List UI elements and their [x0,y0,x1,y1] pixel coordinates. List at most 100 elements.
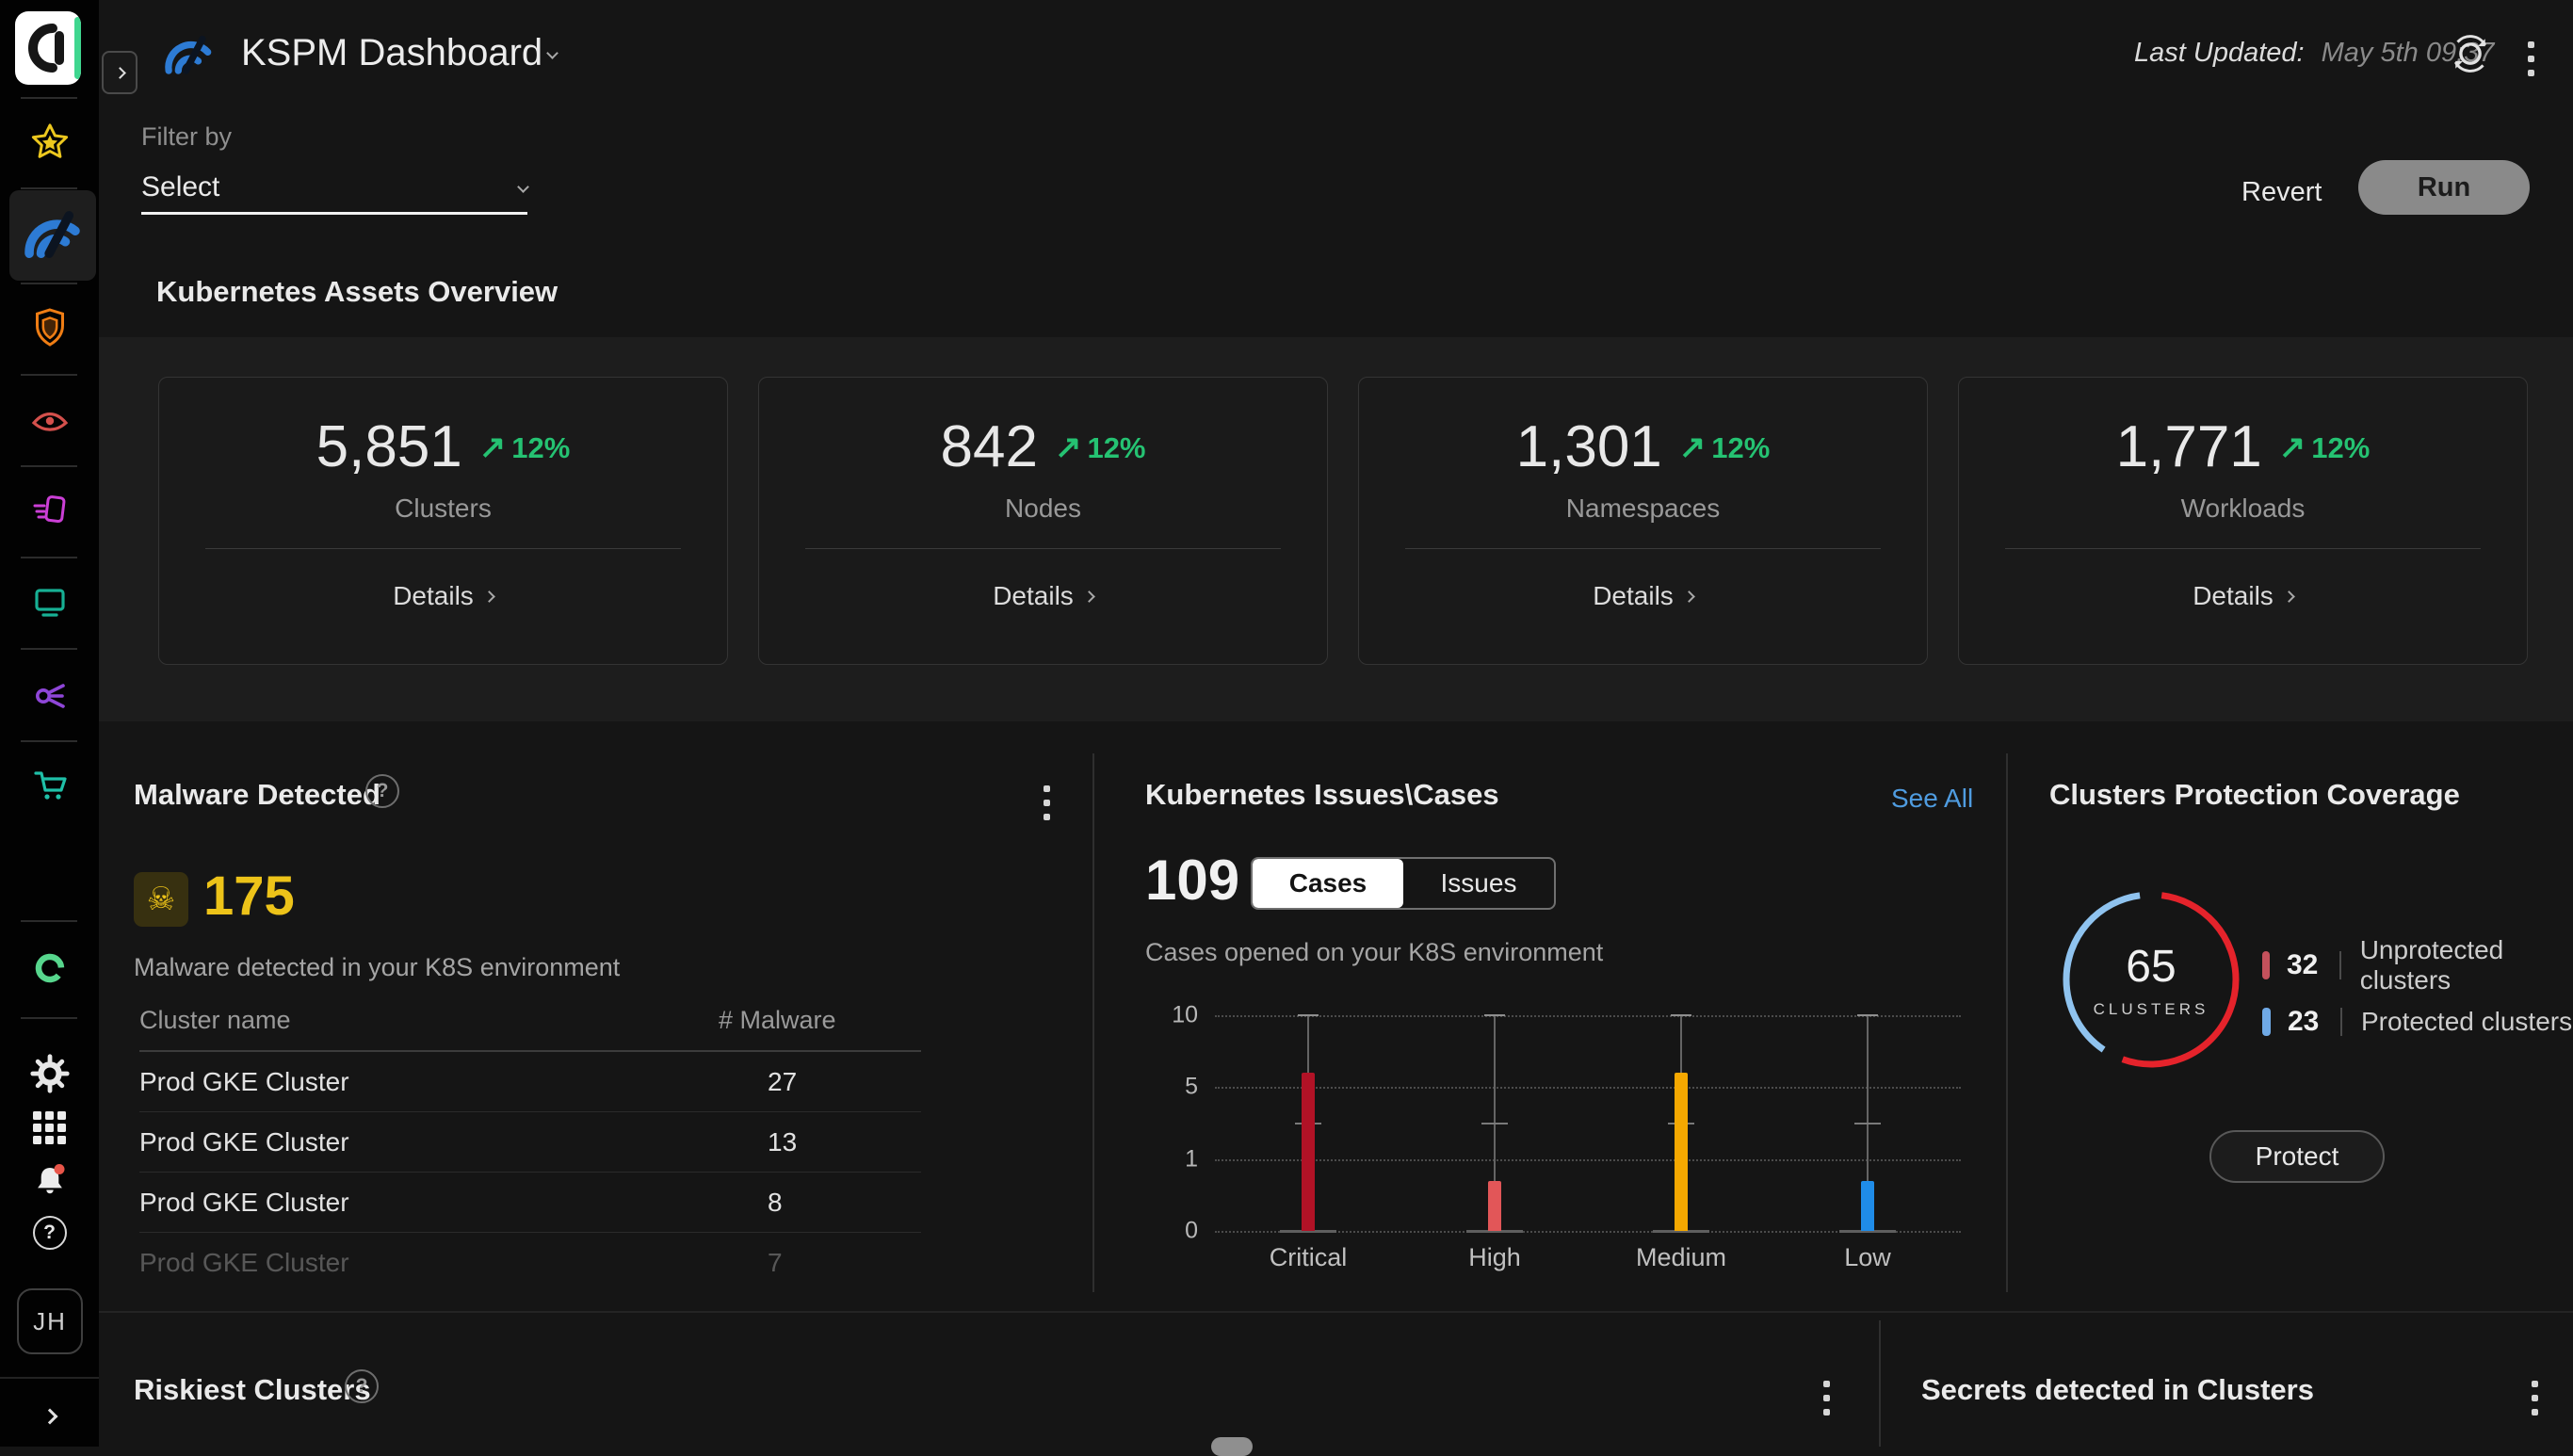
shield-icon [35,308,64,347]
filter-select[interactable]: Select [141,162,529,215]
asset-card-numrow: 5,851 ↗ 12% [316,413,571,480]
tab-issues[interactable]: Issues [1440,868,1517,898]
malware-count-cell: 8 [768,1187,783,1217]
logo-accent-bar [74,17,81,79]
x-tick-label: Medium [1635,1243,1727,1271]
cluster-name-cell: Prod GKE Cluster [139,1248,349,1277]
legend-marker [2262,1008,2271,1036]
revert-button[interactable]: Revert [2241,177,2322,207]
cart-icon [33,771,67,800]
whisker-cap [1671,1014,1691,1016]
baseline-tick [1653,1230,1709,1233]
protect-button[interactable]: Protect [2209,1130,2385,1183]
severity-bar[interactable] [1302,1073,1315,1231]
secrets-panel-title: Secrets detected in Clusters [1921,1373,2314,1406]
sidebar-collapse-toggle[interactable] [0,1386,99,1447]
asset-card: 1,301 ↗ 12% Namespaces Details [1358,377,1928,665]
orca-ring-icon [35,953,64,983]
malware-description: Malware detected in your K8S environment [134,953,621,981]
sidebar-item-shield[interactable] [0,298,99,358]
malware-count-cell: 13 [768,1126,798,1157]
chevron-down-icon [517,181,529,193]
table-row[interactable]: Prod GKE Cluster 27 [139,1052,921,1112]
issues-count: 109 [1145,849,1240,912]
orca-logo[interactable] [15,11,81,85]
column-malware-count: # Malware [719,1006,836,1034]
cluster-name-cell: Prod GKE Cluster [139,1066,349,1096]
table-row[interactable]: Prod GKE Cluster 13 [139,1112,921,1173]
severity-bar[interactable] [1488,1180,1501,1231]
malware-rows: Prod GKE Cluster 27 Prod GKE Cluster 13 Prod… [139,1052,921,1293]
header-menu-kebab[interactable] [2522,36,2540,82]
y-tick-label: 10 [1172,1001,1198,1028]
malware-menu-kebab[interactable] [1038,780,1056,826]
sidebar: ? JH [0,0,99,1447]
malware-count: 175 [203,866,295,927]
section-divider [99,1311,2573,1313]
sidebar-item-cart[interactable] [0,754,99,815]
scroll-indicator[interactable] [1211,1437,1253,1456]
issues-bar-chart: 0 1 5 10 Critical High Medium Low [1145,996,1966,1286]
sidebar-item-favorites[interactable] [0,113,99,173]
refresh-icon[interactable] [2445,28,2496,79]
baseline-tick [1839,1230,1896,1233]
sidebar-item-eye[interactable] [0,390,99,450]
trend-up-arrow-icon: ↗ [1054,429,1082,465]
gridline [1215,1231,1961,1233]
user-avatar[interactable]: JH [17,1288,83,1354]
run-button[interactable]: Run [2358,160,2530,215]
sidebar-item-report[interactable] [0,480,99,541]
sidebar-item-help[interactable]: ? [0,1203,99,1263]
sidebar-item-orca-ring[interactable] [0,938,99,998]
riskiest-help-icon[interactable]: ? [345,1369,379,1403]
asset-card-trend: ↗ 12% [1679,429,1771,466]
asset-card-value: 1,771 [2115,414,2262,479]
sidebar-item-settings[interactable] [0,1043,99,1104]
whisker-mid-tick [1481,1122,1508,1124]
malware-table: Cluster name # Malware Prod GKE Cluster 2… [139,1006,921,1293]
cluster-name-cell: Prod GKE Cluster [139,1126,349,1157]
coverage-panel-title: Clusters Protection Coverage [2049,778,2460,811]
asset-card-value: 842 [940,414,1038,479]
secrets-menu-kebab[interactable] [2526,1375,2544,1421]
table-row[interactable]: Prod GKE Cluster 8 [139,1173,921,1233]
eye-icon [31,413,68,431]
asset-card-trend-value: 12% [511,430,571,464]
sidebar-item-apps[interactable] [0,1097,99,1157]
severity-bar[interactable] [1675,1073,1688,1231]
asset-card-details-link[interactable]: Details [2193,581,2295,611]
avatar-initials: JH [33,1306,67,1335]
title-dropdown-chevron-icon[interactable] [546,47,558,59]
sidebar-item-share[interactable] [0,664,99,724]
details-label: Details [993,581,1074,610]
gridline [1215,1158,1961,1161]
sidebar-item-monitor[interactable] [0,573,99,633]
sidebar-expand-button[interactable] [102,51,138,94]
riskiest-menu-kebab[interactable] [1818,1375,1836,1421]
sidebar-item-notifications[interactable] [0,1150,99,1210]
whisker-cap [1857,1014,1878,1016]
table-row[interactable]: Prod GKE Cluster 7 [139,1233,921,1293]
asset-card-numrow: 1,301 ↗ 12% [1516,413,1771,480]
panel-divider [1879,1320,1881,1447]
asset-card-trend: ↗ 12% [1055,429,1146,466]
chevron-right-icon [1682,590,1695,603]
favorites-star-icon [31,123,68,158]
tab-cases[interactable]: Cases [1253,859,1403,908]
asset-card-details-link[interactable]: Details [993,581,1095,611]
severity-bar[interactable] [1861,1180,1874,1231]
asset-card-details-link[interactable]: Details [1593,581,1695,611]
y-tick-label: 5 [1185,1073,1198,1100]
riskiest-panel-title: Riskiest Clusters [134,1373,371,1406]
sidebar-item-kspm-active[interactable] [9,190,96,281]
skull-crossbones-icon: ☠ [134,872,188,927]
see-all-link[interactable]: See All [1891,784,1974,813]
whisker-mid-tick [1854,1122,1881,1124]
asset-cards: 5,851 ↗ 12% Clusters Details 842 ↗ 12% Nodes Deta… [158,377,2528,665]
malware-help-icon[interactable]: ? [365,774,399,808]
asset-card-divider [2005,548,2481,549]
last-updated-label: Last Updated: [2134,38,2305,68]
x-tick-label: High [1468,1243,1521,1271]
chart-plot-area [1215,1014,1961,1233]
asset-card-details-link[interactable]: Details [393,581,495,611]
